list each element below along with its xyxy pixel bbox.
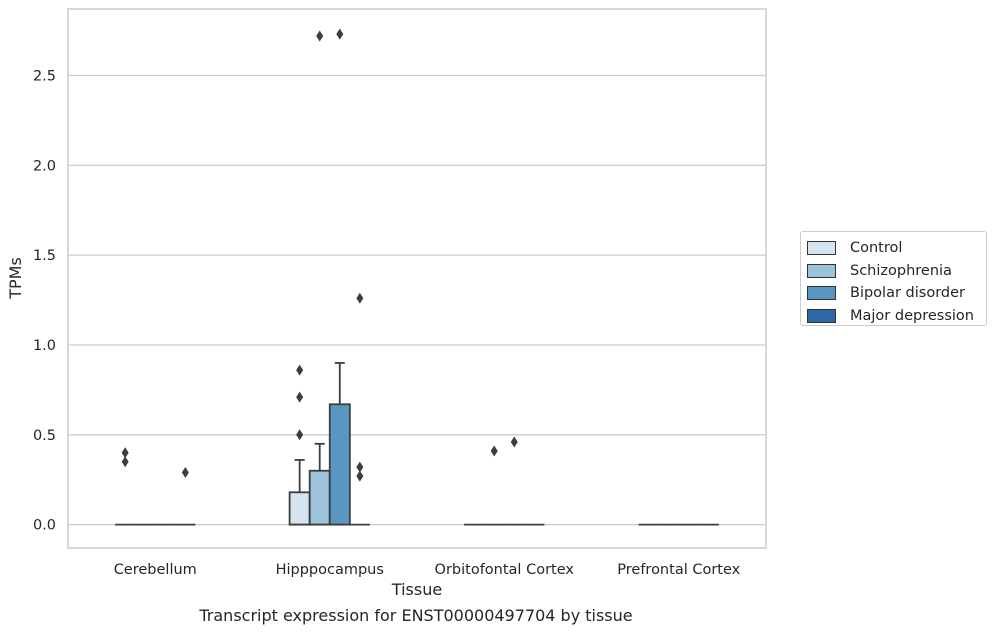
box-bipolar-disorder [328,28,351,526]
x-tick-label: Cerebellum [114,562,197,578]
y-tick-label: 0.5 [33,428,56,444]
legend: Control Schizophrenia Bipolar disorder Majo… [800,231,987,326]
box-schizophrenia [484,445,505,526]
box-body [288,491,311,526]
legend-swatch [807,241,836,256]
legend-label: Control [850,240,903,257]
legend-item: Bipolar disorder [807,282,986,305]
y-tick-label: 2.5 [33,68,56,84]
outlier-point [510,436,518,448]
y-tick-label: 1.0 [33,338,56,354]
x-tick-labels: Cerebellum Hipppocampus Orbitofontal Corte… [114,562,741,578]
outlier-point [121,447,129,459]
legend-item: Major depression [807,305,986,328]
box-bipolar-disorder [504,436,525,526]
outlier-point [490,445,498,457]
gridlines [68,74,766,526]
outlier-point [296,391,304,403]
outlier-point [121,456,129,468]
y-tick-label: 0.0 [33,518,56,534]
box-body [328,403,351,526]
outlier-point [296,364,304,376]
outlier-point [316,30,324,42]
outlier-point [181,467,189,479]
chart-caption: Transcript expression for ENST0000049770… [199,606,633,625]
outlier-point [356,461,364,473]
box-body [308,469,331,526]
y-tick-label: 2.0 [33,158,56,174]
box-major-depression [175,467,196,526]
outlier-point [296,429,304,441]
legend-label: Bipolar disorder [850,285,965,302]
x-tick-label: Prefrontal Cortex [617,562,740,578]
y-tick-labels: 0.0 0.5 1.0 1.5 2.0 2.5 [33,68,56,533]
legend-swatch [807,263,836,278]
legend-swatch [807,286,836,301]
box-schizophrenia [308,30,331,526]
outlier-point [356,292,364,304]
x-tick-label: Orbitofontal Cortex [435,562,575,578]
legend-label: Schizophrenia [850,262,952,279]
box-control [288,364,311,526]
box-major-depression [349,292,370,526]
legend-item: Schizophrenia [807,260,986,283]
legend-item: Control [807,237,986,260]
plot-frame [67,8,767,549]
outlier-point [356,470,364,482]
x-tick-label: Hipppocampus [276,562,384,578]
legend-label: Major depression [850,307,974,324]
y-tick-label: 1.5 [33,248,56,264]
box-layer [115,28,719,526]
outlier-point [336,28,344,40]
y-axis-label: TPMs [6,257,25,300]
box-control [115,447,136,526]
legend-swatch [807,308,836,323]
x-axis-label: Tissue [391,580,442,599]
